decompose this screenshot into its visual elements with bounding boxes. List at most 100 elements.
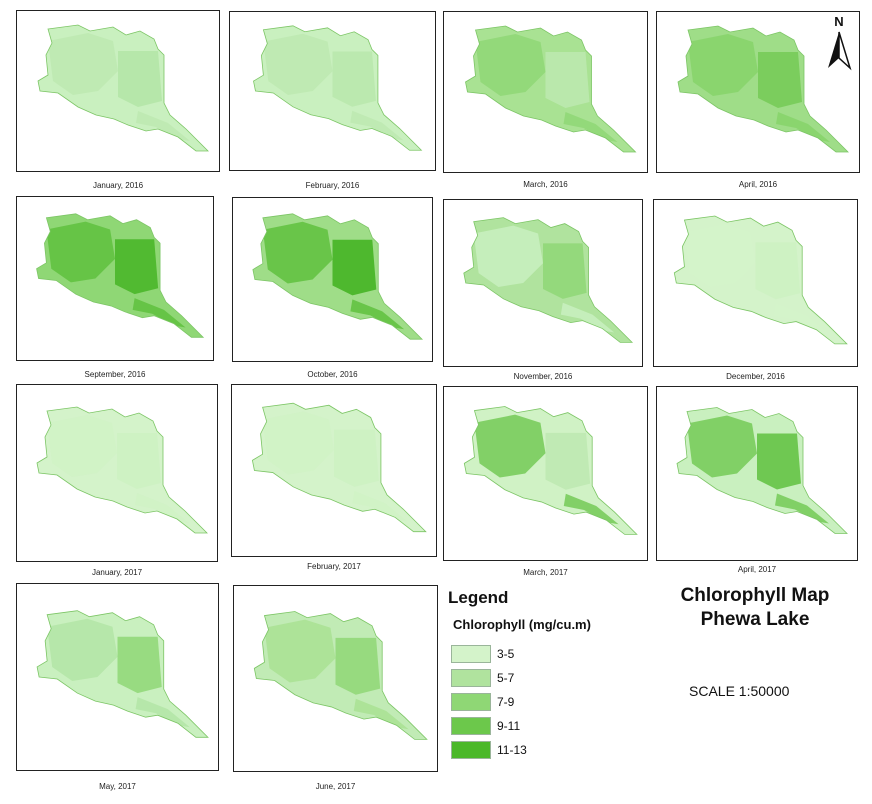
lake-outline: [677, 25, 849, 153]
caption-jan-2017: January, 2017: [91, 568, 143, 577]
legend-label-3-5: 3-5: [497, 647, 515, 661]
chlorophyll-zone: [263, 33, 333, 95]
chlorophyll-zone: [563, 112, 618, 142]
chlorophyll-zone: [262, 411, 334, 475]
legend-swatch-5-7: [451, 669, 491, 687]
chlorophyll-zone: [543, 243, 587, 299]
chlorophyll-zone: [118, 51, 162, 107]
caption-jun-2017: June, 2017: [315, 782, 356, 791]
lake-outline: [252, 213, 424, 340]
map-panel-sep-2016: [16, 196, 214, 361]
chlorophyll-zone: [117, 433, 161, 489]
chlorophyll-zone: [136, 111, 190, 141]
legend-swatch-9-11: [451, 717, 491, 735]
chlorophyll-zone: [47, 415, 117, 477]
map-panel-jun-2017: [233, 585, 438, 772]
caption-oct-2016: October, 2016: [307, 370, 358, 379]
map-panel-jan-2016: [16, 10, 220, 172]
caption-jan-2016: January, 2016: [92, 181, 144, 190]
map-panel-mar-2016: [443, 11, 648, 173]
chlorophyll-zone: [47, 618, 118, 682]
chlorophyll-zone: [135, 493, 189, 523]
chlorophyll-zone: [474, 414, 546, 478]
chlorophyll-zone: [353, 698, 409, 730]
chlorophyll-zone: [545, 432, 591, 490]
chlorophyll-zone: [352, 490, 408, 522]
chlorophyll-zone: [560, 302, 615, 333]
legend-label-5-7: 5-7: [497, 671, 515, 685]
chlorophyll-zone: [687, 415, 757, 478]
caption-mar-2016: March, 2016: [523, 180, 568, 189]
map-title-line2: Phewa Lake: [700, 609, 810, 630]
map-panel-mar-2017: [443, 386, 648, 561]
chlorophyll-zone: [117, 636, 162, 694]
caption-mar-2017: March, 2017: [523, 568, 568, 577]
map-panel-feb-2016: [229, 11, 436, 171]
caption-feb-2017: February, 2017: [307, 562, 361, 571]
chlorophyll-zone: [758, 52, 802, 108]
chlorophyll-zone: [776, 112, 830, 142]
lake-outline: [37, 24, 209, 152]
caption-dec-2016: December, 2016: [726, 372, 785, 381]
map-panel-feb-2017: [231, 384, 437, 557]
caption-sep-2016: September, 2016: [84, 370, 146, 379]
legend-label-7-9: 7-9: [497, 695, 515, 709]
lake-outline: [676, 407, 848, 534]
lake-outline: [463, 217, 634, 343]
legend-label-11-13: 11-13: [497, 743, 527, 757]
chlorophyll-zone: [332, 239, 377, 296]
legend-subtitle: Chlorophyll (mg/cu.m): [453, 617, 591, 632]
lake-outline: [251, 402, 427, 533]
map-panel-apr-2017: [656, 386, 858, 561]
chlorophyll-zone: [757, 433, 801, 490]
map-panel-jan-2017: [16, 384, 218, 562]
chlorophyll-zone: [135, 697, 190, 728]
scale-label: SCALE 1:50000: [689, 683, 790, 699]
caption-may-2017: May, 2017: [99, 782, 136, 791]
chlorophyll-zone: [262, 221, 333, 284]
caption-nov-2016: November, 2016: [513, 372, 573, 381]
legend-swatch-7-9: [451, 693, 491, 711]
north-label: N: [834, 14, 844, 29]
chlorophyll-zone: [48, 33, 118, 95]
chlorophyll-zone: [475, 34, 546, 96]
chlorophyll-zone: [334, 429, 379, 487]
chlorophyll-zone: [684, 224, 756, 288]
map-panel-oct-2016: [232, 197, 433, 362]
chlorophyll-zone: [115, 239, 159, 295]
lake-outline: [36, 610, 209, 738]
map-panel-may-2017: [16, 583, 219, 771]
chlorophyll-zone: [350, 110, 404, 141]
legend-label-9-11: 9-11: [497, 719, 521, 733]
chlorophyll-zone: [563, 493, 619, 525]
lake-outline: [465, 25, 637, 153]
lake-outline: [253, 611, 428, 740]
caption-apr-2017: April, 2017: [737, 565, 777, 574]
chlorophyll-zone: [332, 51, 376, 107]
chlorophyll-zone: [473, 225, 543, 287]
map-panel-apr-2016: [656, 11, 860, 173]
chlorophyll-zone: [335, 637, 381, 695]
caption-feb-2016: February, 2016: [305, 181, 360, 190]
lake-outline: [673, 215, 848, 345]
chlorophyll-zone: [688, 34, 758, 96]
map-title-line1: Chlorophyll Map: [680, 585, 830, 606]
chlorophyll-zone: [46, 221, 115, 283]
lake-outline: [36, 213, 205, 338]
legend-swatch-11-13: [451, 741, 491, 759]
map-panel-nov-2016: [443, 199, 643, 367]
chlorophyll-zone: [545, 52, 590, 108]
north-arrow-icon: N: [822, 14, 856, 71]
chlorophyll-zone: [773, 303, 829, 334]
legend-title: Legend: [448, 588, 509, 607]
chlorophyll-zone: [264, 619, 336, 683]
chlorophyll-zone: [132, 298, 186, 328]
caption-apr-2016: April, 2016: [738, 180, 778, 189]
legend-swatch-3-5: [451, 645, 491, 663]
lake-outline: [36, 406, 208, 534]
lake-outline: [253, 25, 423, 151]
chlorophyll-zone: [755, 242, 801, 300]
lake-outline: [463, 406, 638, 535]
map-panel-dec-2016: [653, 199, 858, 367]
chlorophyll-zone: [350, 299, 405, 330]
